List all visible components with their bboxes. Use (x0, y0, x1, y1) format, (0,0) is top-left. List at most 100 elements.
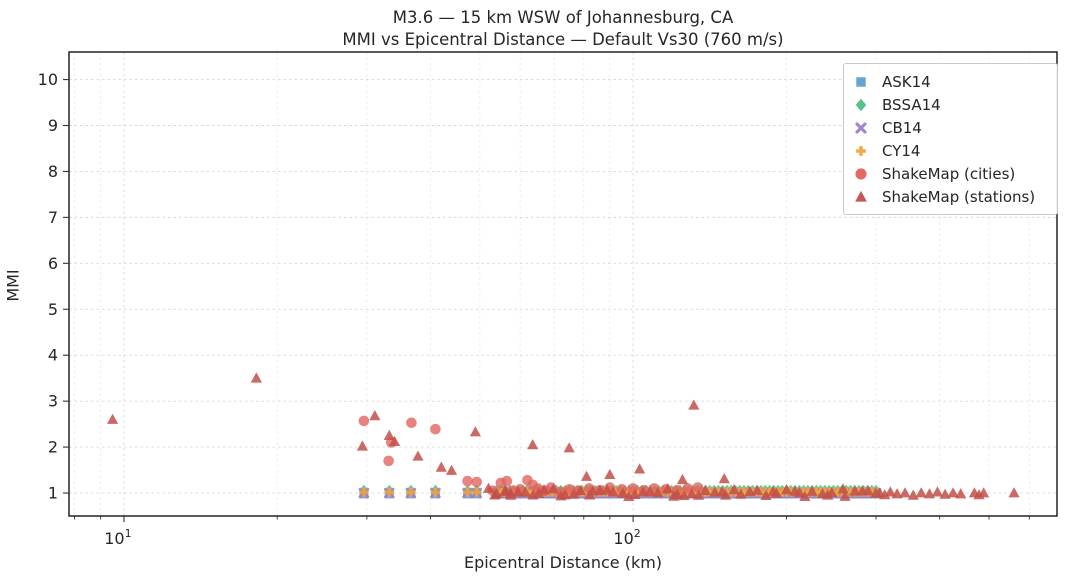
marker-square (856, 76, 866, 87)
marker-triangle (587, 485, 599, 496)
marker-triangle (931, 486, 944, 497)
y-tick-label: 7 (48, 208, 58, 227)
marker-triangle (629, 488, 641, 500)
marker-triangle (652, 487, 664, 498)
legend-item-cy14: CY14 (853, 139, 1049, 162)
marker-triangle (662, 482, 674, 494)
marker-triangle (563, 442, 575, 453)
marker-plus (430, 487, 441, 497)
marker-triangle (383, 429, 395, 441)
marker-triangle (728, 484, 740, 495)
marker-circle (471, 476, 483, 488)
legend-triangle-icon (855, 190, 867, 202)
legend-plus-icon (856, 145, 866, 156)
legend-item-cb14: CB14 (853, 116, 1049, 139)
marker-plus (856, 145, 866, 156)
marker-triangle (538, 484, 550, 495)
chart-title: M3.6 — 15 km WSW of Johannesburg, CA (392, 8, 734, 27)
y-tick-label: 10 (38, 70, 58, 89)
marker-triangle (250, 372, 262, 383)
marker-triangle (849, 485, 861, 496)
marker-triangle (770, 487, 783, 498)
y-tick-label: 3 (48, 392, 58, 411)
marker-triangle (356, 440, 369, 451)
marker-triangle (491, 488, 503, 499)
y-tick-label: 4 (48, 346, 58, 365)
marker-triangle (505, 489, 517, 500)
legend-box: ASK14 BSSA14 CB14 CY14 ShakeMap (cities) Shak… (843, 63, 1058, 215)
x-tick-label: 102 (613, 527, 640, 548)
marker-triangle (499, 485, 511, 496)
marker-triangle (693, 489, 705, 500)
marker-circle (692, 482, 704, 493)
marker-triangle (604, 468, 616, 480)
marker-triangle (891, 488, 903, 499)
marker-triangle (806, 485, 818, 496)
legend-item-shakemap-stations: ShakeMap (stations) (853, 185, 1049, 208)
chart-subtitle: MMI vs Epicentral Distance — Default Vs3… (342, 30, 784, 49)
marker-triangle (760, 489, 772, 500)
legend-item-ask14: ASK14 (853, 70, 1049, 93)
marker-triangle (955, 488, 967, 499)
marker-triangle (435, 461, 447, 472)
marker-triangle (837, 483, 849, 494)
legend-label: ShakeMap (stations) (882, 187, 1036, 206)
y-tick-label: 1 (48, 484, 58, 503)
marker-triangle (617, 487, 629, 498)
axis-ticks: 101 102 1 2 3 4 5 6 7 8 9 10 (38, 70, 1030, 548)
marker-triangle (686, 488, 698, 499)
marker-triangle (978, 487, 990, 498)
y-tick-label: 6 (48, 254, 58, 273)
marker-xmark (855, 121, 867, 134)
series-shakemap-stations (106, 372, 1020, 502)
marker-triangle (527, 438, 539, 450)
marker-triangle (678, 489, 690, 501)
marker-triangle (519, 486, 531, 497)
marker-circle (501, 475, 513, 487)
marker-triangle (879, 489, 891, 500)
marker-triangle (862, 485, 874, 496)
marker-triangle (559, 489, 571, 500)
marker-triangle (799, 490, 811, 501)
marker-triangle (445, 464, 458, 475)
marker-triangle (574, 484, 587, 496)
marker-circle (406, 417, 417, 429)
marker-triangle (671, 488, 683, 499)
marker-triangle (688, 399, 700, 410)
legend-label: CB14 (882, 118, 922, 137)
legend-diamond-icon (855, 98, 867, 111)
grid-minor (74, 52, 1030, 516)
marker-triangle (947, 487, 959, 498)
marker-triangle (482, 482, 495, 493)
marker-triangle (580, 470, 593, 481)
marker-triangle (1008, 487, 1020, 498)
marker-triangle (899, 487, 911, 498)
legend-square-icon (856, 76, 866, 87)
marker-triangle (512, 486, 524, 497)
marker-circle (383, 455, 394, 467)
marker-circle (855, 167, 867, 180)
marker-triangle (699, 484, 711, 496)
marker-triangle (709, 486, 721, 497)
marker-triangle (607, 486, 619, 497)
marker-triangle (780, 483, 793, 495)
marker-triangle (915, 487, 927, 498)
marker-plus (359, 487, 369, 497)
marker-triangle (388, 435, 401, 446)
legend-item-shakemap-cities: ShakeMap (cities) (853, 162, 1049, 185)
marker-triangle (412, 450, 424, 461)
legend-label: ASK14 (882, 72, 931, 91)
marker-triangle (634, 463, 646, 474)
y-tick-label: 5 (48, 300, 58, 319)
legend-label: ShakeMap (cities) (882, 164, 1016, 183)
marker-circle (462, 475, 473, 487)
marker-circle (430, 423, 441, 435)
marker-triangle (939, 488, 951, 499)
marker-triangle (735, 488, 747, 499)
y-tick-label: 2 (48, 438, 58, 457)
grid-major (69, 52, 1057, 516)
axes-spines (68, 51, 1058, 517)
marker-triangle (839, 490, 851, 501)
marker-triangle (676, 473, 689, 485)
marker-triangle (547, 483, 560, 494)
